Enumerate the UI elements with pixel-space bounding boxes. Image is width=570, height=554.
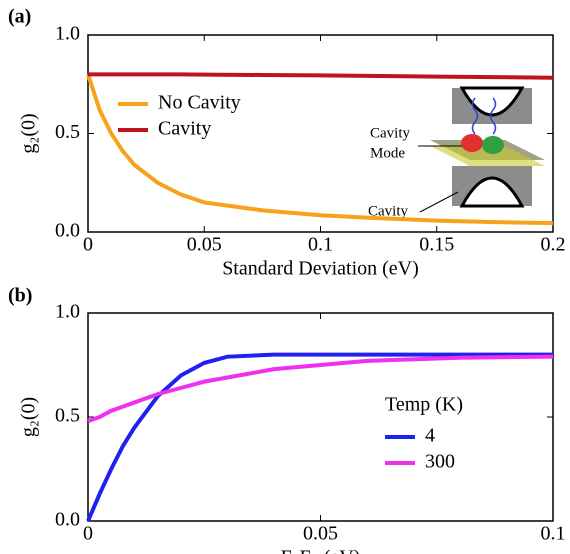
series-line: [86, 352, 553, 522]
series-line: [87, 354, 554, 424]
y-tick-label: 0.5: [55, 121, 80, 143]
x-tick-label: 0: [83, 234, 93, 256]
series-line: [86, 73, 554, 226]
annotation: Cavity: [370, 125, 410, 141]
panel-label: (b): [8, 285, 32, 307]
x-axis-label: Standard Deviation (eV): [222, 258, 419, 280]
legend-label: 4: [425, 425, 435, 447]
annotation: Mode: [370, 145, 405, 161]
y-axis-label: g₂(0): [18, 113, 40, 153]
legend-title: Temp (K): [385, 394, 463, 416]
y-axis-label: g₂(0): [18, 397, 40, 437]
x-tick-label: 0.05: [187, 234, 222, 256]
x-tick-label: 0.05: [303, 523, 338, 545]
legend-label: No Cavity: [158, 92, 241, 114]
series-line: [88, 72, 554, 80]
y-tick-label: 0.5: [55, 405, 80, 427]
y-tick-label: 0.0: [55, 509, 80, 531]
y-tick-label: 0.0: [55, 220, 80, 242]
legend-label: 300: [425, 451, 455, 473]
cavity-inset: [418, 86, 545, 213]
x-tick-label: 0.15: [419, 234, 454, 256]
x-tick-label: 0.1: [308, 234, 333, 256]
plot-frame: [87, 312, 554, 522]
legend-label: Cavity: [158, 118, 211, 140]
y-tick-label: 1.0: [55, 301, 80, 323]
annotation: Cavity: [368, 203, 408, 219]
x-tick-label: 0.2: [541, 234, 566, 256]
x-tick-label: 0: [83, 523, 93, 545]
y-tick-label: 1.0: [55, 23, 80, 45]
x-tick-label: 0.1: [541, 523, 566, 545]
x-axis-label: E-E₀ (eV): [281, 547, 361, 554]
panel-label: (a): [8, 6, 31, 28]
